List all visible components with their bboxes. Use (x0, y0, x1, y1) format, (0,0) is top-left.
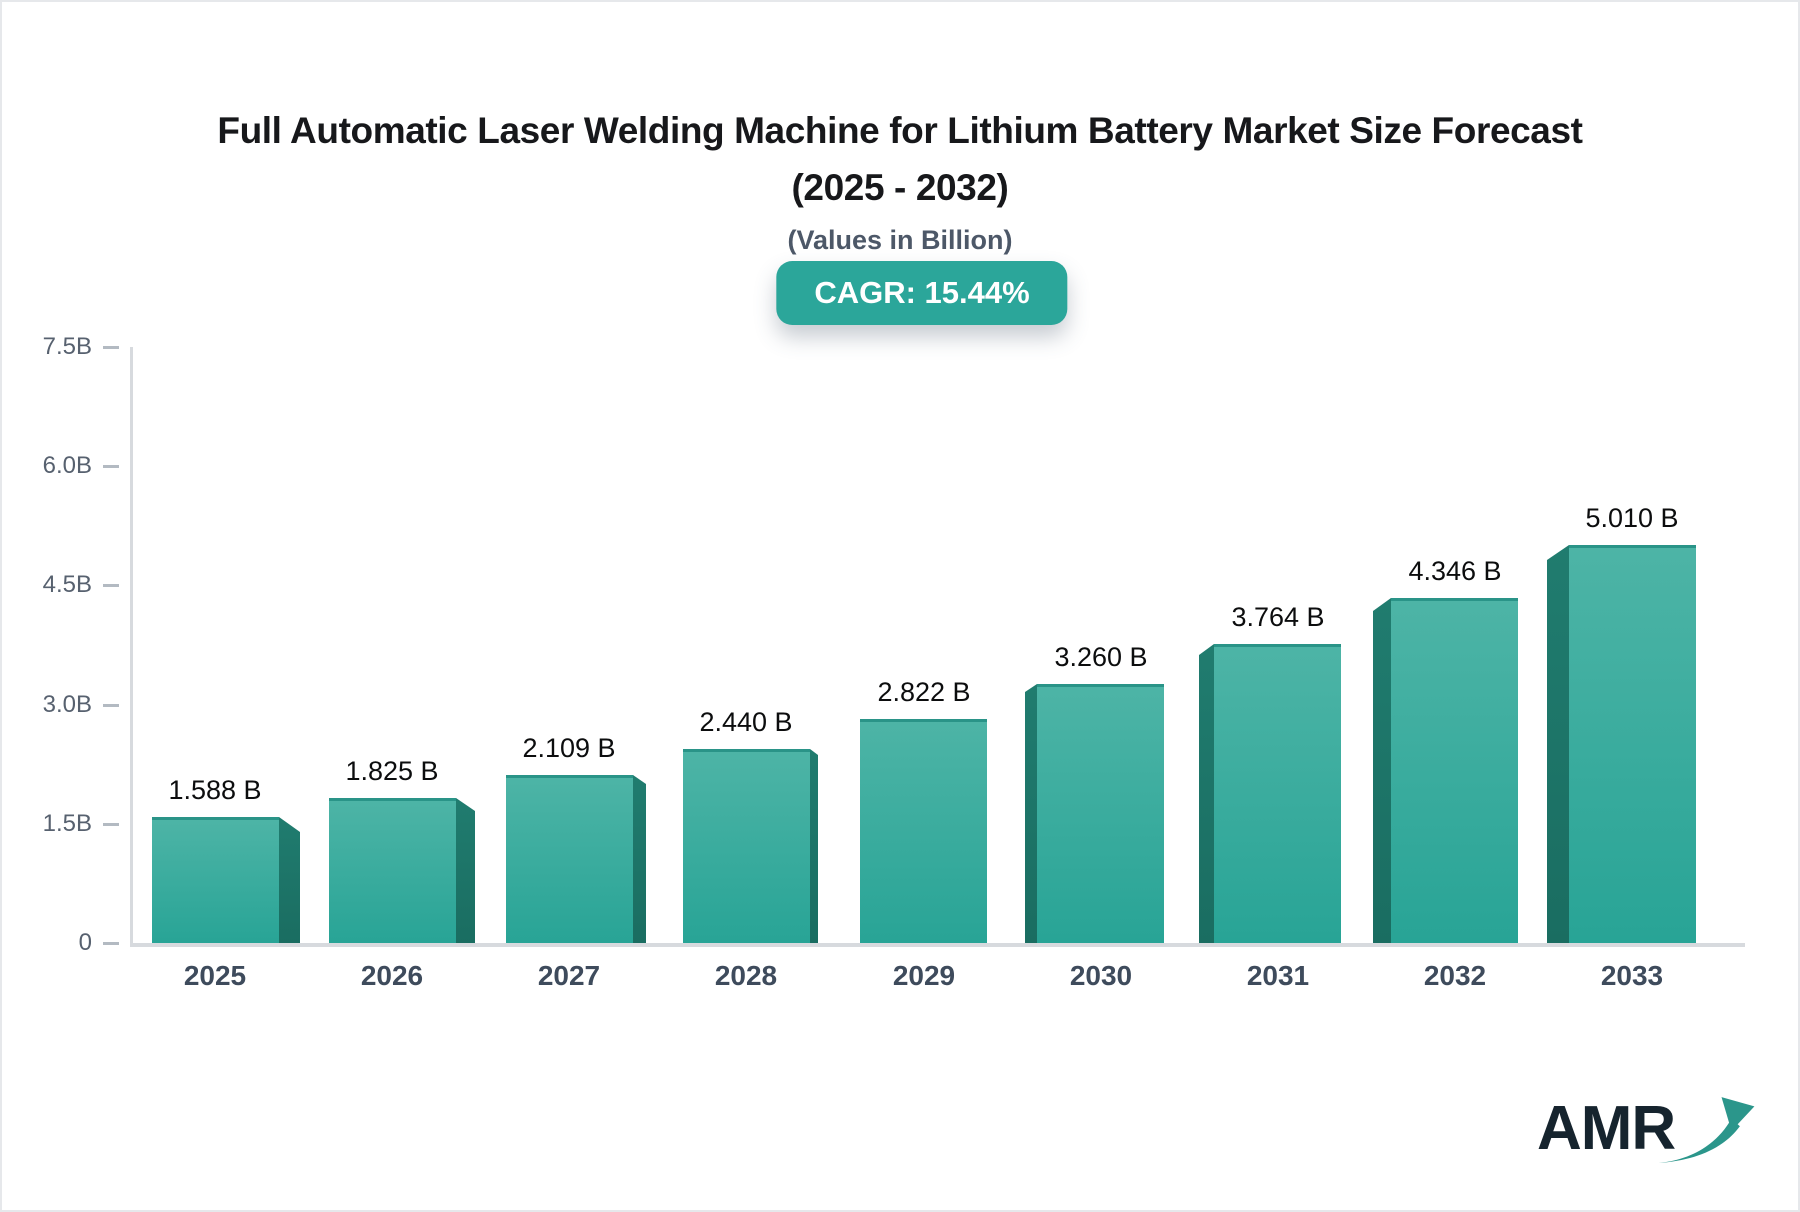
x-axis-line (130, 943, 1745, 947)
bar-side-2031 (1199, 644, 1214, 943)
bar-2031 (1214, 644, 1341, 943)
bar-side-2032 (1373, 598, 1391, 943)
y-tick-label-6.0B: 6.0B (42, 452, 92, 479)
growth-arrow-icon (1659, 1097, 1755, 1163)
bar-value-label-2029: 2.822 B (877, 677, 971, 707)
bar-value-label-2030: 3.260 B (1054, 642, 1148, 672)
cagr-badge: CAGR: 15.44% (776, 261, 1068, 325)
y-tick-dash-7.5B (103, 346, 119, 349)
bar-side-2028 (810, 749, 818, 943)
y-tick-dash-0 (103, 942, 119, 945)
bar-side-2025 (279, 817, 300, 943)
x-tick-label-2032: 2032 (1423, 960, 1487, 991)
y-tick-dash-6.0B (103, 465, 119, 468)
y-axis-line (130, 347, 133, 943)
bar-2030 (1037, 684, 1164, 943)
bar-value-label-2032: 4.346 B (1408, 556, 1502, 586)
bar-2028 (683, 749, 810, 943)
bar-2026 (329, 798, 456, 943)
x-tick-label-2031: 2031 (1246, 960, 1310, 991)
bar-2029 (860, 719, 987, 943)
bar-side-2030 (1025, 684, 1037, 943)
x-tick-label-2029: 2029 (892, 960, 956, 991)
y-tick-label-4.5B: 4.5B (42, 571, 92, 598)
x-tick-label-2025: 2025 (183, 960, 247, 991)
bar-value-label-2026: 1.825 B (345, 756, 439, 786)
y-tick-dash-3.0B (103, 704, 119, 707)
bar-side-2026 (456, 798, 475, 943)
y-tick-dash-4.5B (103, 584, 119, 587)
x-tick-label-2026: 2026 (360, 960, 424, 991)
chart-title-line1: Full Automatic Laser Welding Machine for… (217, 110, 1583, 151)
y-tick-label-3.0B: 3.0B (42, 691, 92, 718)
bar-value-label-2027: 2.109 B (522, 733, 616, 763)
bar-value-label-2025: 1.588 B (168, 775, 262, 805)
y-tick-dash-1.5B (103, 823, 119, 826)
chart-title-line2: (2025 - 2032) (791, 167, 1009, 208)
bar-side-2033 (1547, 545, 1569, 943)
y-tick-label-0: 0 (78, 929, 92, 956)
x-tick-label-2028: 2028 (714, 960, 778, 991)
chart-title: Full Automatic Laser Welding Machine for… (2, 102, 1798, 216)
bar-side-2027 (633, 775, 646, 943)
y-tick-label-7.5B: 7.5B (42, 333, 92, 360)
bar-2027 (506, 775, 633, 943)
x-tick-label-2027: 2027 (537, 960, 601, 991)
bar-2032 (1391, 598, 1518, 943)
y-tick-label-1.5B: 1.5B (42, 810, 92, 837)
bar-2025 (152, 817, 279, 943)
bar-2033 (1569, 545, 1696, 943)
amr-logo-text: AMR (1537, 1094, 1676, 1163)
x-tick-label-2030: 2030 (1069, 960, 1133, 991)
bar-value-label-2031: 3.764 B (1231, 602, 1325, 632)
chart-subtitle: (Values in Billion) (787, 225, 1013, 255)
amr-logo: AMR (1537, 1088, 1757, 1163)
bar-value-label-2028: 2.440 B (699, 707, 793, 737)
bar-value-label-2033: 5.010 B (1585, 503, 1679, 533)
x-tick-label-2033: 2033 (1600, 960, 1664, 991)
